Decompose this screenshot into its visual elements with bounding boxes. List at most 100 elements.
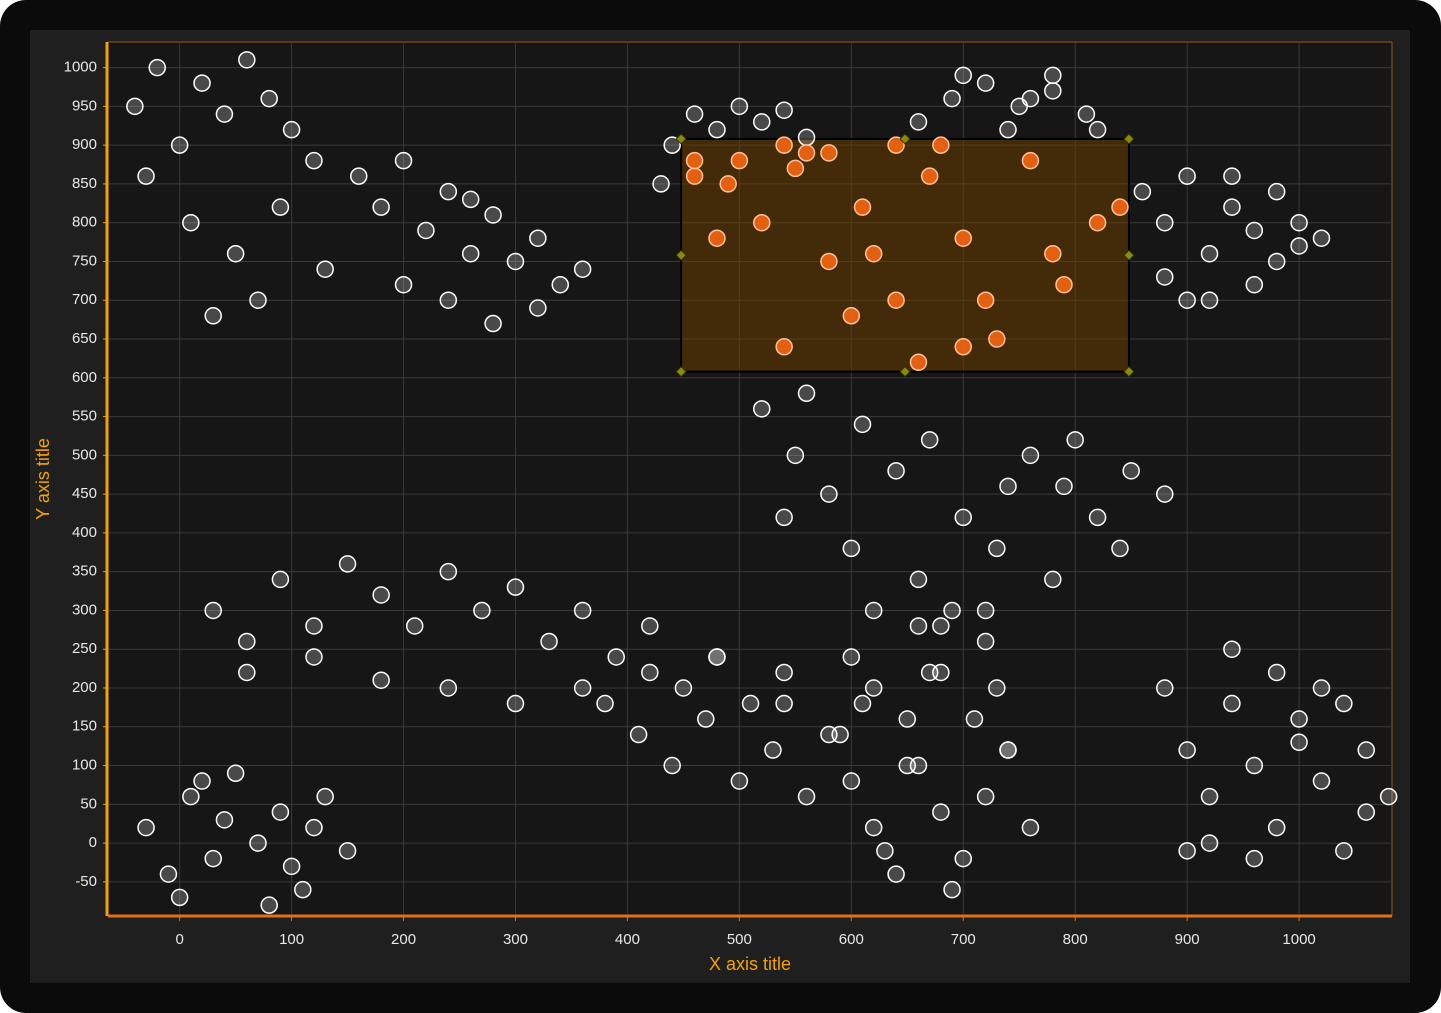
point — [1133, 182, 1152, 201]
point — [685, 151, 704, 170]
x-tick-label: 200 — [391, 931, 416, 948]
point — [573, 601, 592, 620]
point — [1088, 508, 1107, 527]
y-tick-label: 1000 — [64, 59, 97, 76]
point — [316, 260, 334, 278]
point — [1044, 66, 1062, 85]
point — [529, 299, 547, 317]
point — [238, 663, 256, 682]
point — [271, 803, 290, 821]
y-tick-label: 450 — [72, 485, 97, 502]
selection — [675, 133, 1135, 378]
point — [999, 741, 1017, 759]
point — [663, 756, 681, 775]
point — [1267, 182, 1286, 201]
point — [775, 663, 793, 682]
point — [1267, 818, 1286, 837]
x-axis-title: X axis title — [709, 954, 791, 974]
point — [887, 291, 905, 309]
point — [999, 120, 1017, 139]
point — [775, 508, 793, 527]
point — [797, 787, 816, 806]
y-tick-label: 200 — [72, 679, 97, 696]
point — [226, 244, 245, 263]
point — [461, 190, 480, 209]
point — [976, 291, 995, 309]
point — [1156, 485, 1174, 503]
point — [182, 213, 200, 232]
point — [1178, 741, 1196, 759]
y-tick-label: 500 — [72, 446, 97, 463]
point — [204, 307, 222, 325]
point — [932, 136, 950, 154]
point — [932, 803, 950, 821]
point — [1111, 198, 1129, 216]
point — [730, 97, 749, 116]
point — [394, 151, 413, 170]
point — [1290, 237, 1308, 255]
point — [820, 725, 838, 744]
point — [1055, 477, 1073, 496]
point — [864, 244, 883, 263]
point — [685, 105, 704, 123]
point — [909, 570, 928, 589]
point — [976, 632, 995, 651]
point — [887, 136, 905, 154]
point — [641, 663, 659, 682]
point — [775, 136, 793, 154]
point — [1223, 694, 1241, 713]
point — [842, 772, 861, 790]
point — [372, 671, 390, 689]
point — [1312, 772, 1331, 790]
point — [282, 120, 301, 139]
point — [529, 229, 547, 247]
point — [1021, 151, 1040, 170]
point — [215, 811, 234, 829]
y-tick-label: 750 — [72, 252, 97, 269]
point — [1200, 834, 1219, 852]
y-tick-label: 350 — [72, 563, 97, 580]
point — [338, 842, 357, 860]
point — [1245, 275, 1264, 294]
selection-handle — [899, 365, 911, 378]
y-tick-label: 600 — [72, 369, 97, 386]
point — [1245, 849, 1264, 868]
point — [305, 151, 323, 170]
point — [260, 896, 278, 914]
point — [316, 787, 334, 806]
point — [1335, 694, 1353, 713]
point — [1156, 679, 1174, 697]
point — [260, 89, 278, 108]
point — [439, 182, 458, 201]
point — [842, 539, 861, 558]
point — [887, 462, 905, 480]
y-tick-label: 400 — [72, 524, 97, 541]
point — [439, 679, 458, 697]
point — [405, 617, 424, 635]
selection-handle — [675, 365, 687, 378]
point — [1156, 268, 1174, 286]
point — [204, 601, 222, 620]
point — [864, 601, 883, 620]
point — [730, 772, 749, 790]
point — [271, 198, 290, 216]
point — [238, 51, 256, 69]
point — [708, 648, 726, 666]
point — [864, 679, 883, 697]
point — [1055, 275, 1073, 294]
point — [484, 314, 502, 333]
point — [137, 167, 155, 185]
point — [1223, 640, 1241, 658]
point — [1267, 252, 1286, 271]
x-tick-label: 100 — [279, 931, 304, 948]
point — [920, 167, 939, 185]
y-tick-label: 900 — [72, 136, 97, 153]
point — [988, 539, 1006, 558]
point — [976, 787, 995, 806]
point — [350, 167, 368, 185]
point — [439, 291, 458, 309]
point — [1044, 82, 1062, 100]
point — [775, 338, 793, 356]
point — [797, 128, 816, 147]
point — [204, 849, 222, 868]
